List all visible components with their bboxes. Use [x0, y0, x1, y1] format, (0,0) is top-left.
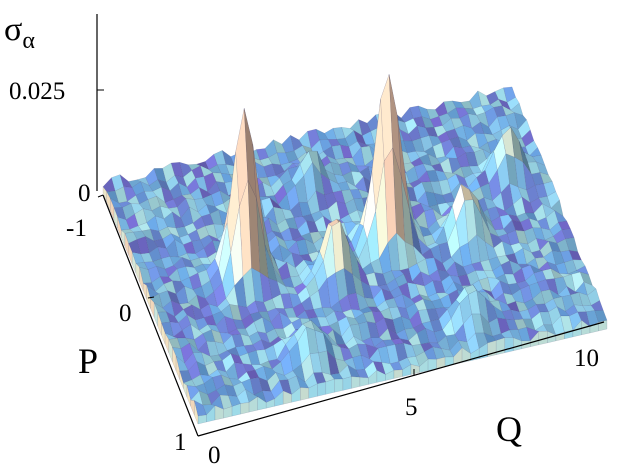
- q-axis-line: [197, 321, 605, 437]
- axes: [96, 14, 605, 437]
- surface-skirt-patch: [410, 364, 420, 375]
- q-tick-label-5: 5: [405, 394, 418, 421]
- surface-skirt-patch: [194, 400, 199, 425]
- p-axis-line: [102, 194, 199, 437]
- q-tick-label-10: 10: [574, 345, 599, 372]
- p-axis-label: P: [78, 341, 98, 381]
- surface-skirt-patch: [183, 382, 188, 398]
- surface-skirt-patch: [393, 369, 403, 379]
- q-axis-label: Q: [496, 409, 522, 449]
- surface-skirt-patch: [240, 402, 250, 415]
- surface-skirt-patch: [190, 399, 195, 416]
- p-tick-label-0: 0: [119, 300, 132, 327]
- surface-skirt-patch: [334, 378, 344, 393]
- surface-skirt-patch: [342, 376, 352, 391]
- p-tick-0: [147, 296, 155, 299]
- z-tick-label-0025: 0.025: [9, 78, 65, 105]
- surface-skirt-patch: [351, 376, 361, 389]
- p-tick-minus1: [97, 194, 104, 198]
- surface-mesh: [102, 74, 608, 425]
- surface-skirt-patch: [300, 387, 309, 401]
- p-tick-label-minus1: -1: [66, 215, 87, 242]
- surface-skirt-patch: [197, 414, 207, 425]
- axis-labels: σα 0.025 0 -1 0 P 1 0 5 10 Q: [4, 11, 599, 467]
- surface-skirt-patch: [359, 377, 369, 387]
- surface-skirt-patch: [504, 337, 514, 354]
- surface-skirt-patch: [317, 381, 326, 397]
- surface-skirt-patch: [325, 378, 335, 395]
- p-tick-label-1: 1: [174, 429, 187, 456]
- z-tick-label-0: 0: [78, 180, 91, 207]
- z-axis-label: σα: [4, 11, 35, 54]
- q-tick-label-0: 0: [208, 442, 221, 467]
